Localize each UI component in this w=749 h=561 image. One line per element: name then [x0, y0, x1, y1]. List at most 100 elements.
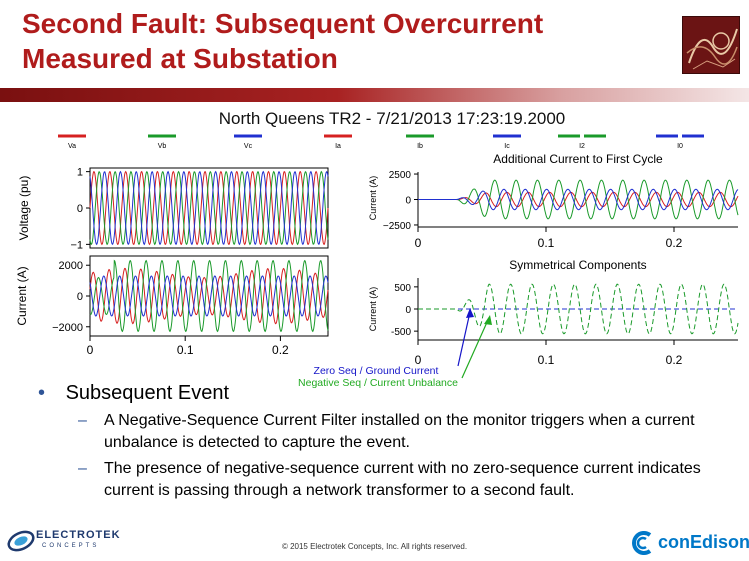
- current-panel-frame: [89, 255, 329, 337]
- bullet-text: Subsequent Event: [65, 382, 230, 404]
- header-bar: [0, 88, 749, 102]
- symmetrical-components-panel: Symmetrical Components Current (A) 500 0 -…: [368, 258, 739, 367]
- chart-legend: Va Vb Vc Ia Ib Ic I2 I0: [58, 134, 704, 150]
- legend-label: I0: [677, 143, 683, 150]
- left-xticks: 0 0.1 0.2: [87, 336, 289, 357]
- voltage-panel: Voltage (pu) 1 0 −1: [17, 167, 329, 251]
- ytick-label: −1: [70, 239, 83, 251]
- conedison-name: conEdison: [658, 532, 749, 552]
- additional-xticks: 0 0.1 0.2: [415, 227, 683, 250]
- legend-item: Ic: [493, 134, 521, 150]
- ytick-label: -500: [391, 327, 411, 338]
- ytick-label: 2000: [59, 260, 83, 272]
- symmetrical-yticks: 500 0 -500: [391, 283, 418, 338]
- ytick-label: 500: [394, 283, 411, 294]
- series-ia: [89, 267, 329, 325]
- slide-title-line-1: Second Fault: Subsequent Overcurrent: [22, 8, 544, 39]
- voltage-ylabel: Voltage (pu): [17, 176, 31, 241]
- symmetrical-ylabel: Current (A): [368, 287, 378, 332]
- electrotek-logo: ELECTROTEK CONCEPTS: [6, 526, 126, 556]
- voltage-series: [89, 170, 329, 246]
- symmetrical-series: [418, 283, 739, 335]
- legend-item: I2: [558, 134, 606, 150]
- voltage-yticks: 1 0 −1: [70, 167, 90, 251]
- conedison-logo: conEdison: [630, 530, 749, 558]
- xtick-label: 0.1: [538, 353, 555, 367]
- additional-series: [418, 179, 739, 220]
- ytick-label: 1: [77, 167, 83, 179]
- ytick-label: 0: [405, 196, 411, 207]
- symmetrical-components-title: Symmetrical Components: [509, 258, 646, 272]
- sub-bullet-dash-icon: –: [78, 412, 87, 429]
- legend-label: Va: [68, 143, 76, 150]
- ytick-label: 0: [77, 203, 83, 215]
- electrotek-name: ELECTROTEK: [36, 529, 121, 541]
- xtick-label: 0.2: [666, 236, 683, 250]
- xtick-label: 0: [87, 343, 94, 357]
- current-ylabel: Current (A): [15, 266, 29, 325]
- arrow-negative-seq-head: [484, 315, 492, 325]
- xtick-label: 0: [415, 353, 422, 367]
- series-ic: [89, 275, 329, 317]
- additional-current-title: Additional Current to First Cycle: [493, 152, 663, 166]
- electrotek-subtitle: CONCEPTS: [42, 543, 100, 549]
- current-series: [89, 259, 329, 333]
- ytick-label: −2500: [383, 221, 412, 232]
- legend-label: Ic: [504, 143, 510, 150]
- legend-label: Ib: [417, 143, 423, 150]
- current-panel: Current (A) 2000 0 −2000 0 0.1 0.2: [15, 255, 329, 357]
- xtick-label: 0: [415, 236, 422, 250]
- xtick-label: 0.1: [177, 343, 194, 357]
- bullet-dot-icon: •: [38, 382, 46, 404]
- sub-bullet-text: A Negative-Sequence Current Filter insta…: [104, 412, 695, 451]
- legend-label: Ia: [335, 143, 341, 150]
- ytick-label: 2500: [389, 170, 412, 181]
- additional-current-panel: Additional Current to First Cycle Curren…: [368, 152, 739, 250]
- xtick-label: 0.2: [666, 353, 683, 367]
- legend-label: I2: [579, 143, 585, 150]
- series-i2: [418, 283, 739, 335]
- legend-item: I0: [656, 134, 704, 150]
- slide-title: Second Fault: Subsequent Overcurrent Mea…: [22, 6, 662, 76]
- chart-title: North Queens TR2 - 7/21/2013 17:23:19.20…: [219, 109, 566, 128]
- series-vc: [89, 170, 329, 246]
- sub-bullet-text: The presence of negative-sequence curren…: [104, 460, 701, 499]
- ytick-label: 0: [77, 291, 83, 303]
- ytick-label: −2000: [52, 322, 83, 334]
- arrow-zero-seq: [457, 311, 471, 367]
- legend-item: Vc: [234, 134, 262, 150]
- annotation-negative-seq: Negative Seq / Current Unbalance: [298, 377, 458, 389]
- bullet-list: • Subsequent Event – A Negative-Sequence…: [38, 380, 738, 502]
- arrow-negative-seq: [461, 319, 489, 379]
- legend-item: Ib: [406, 134, 434, 150]
- sub-bullet-item: – A Negative-Sequence Current Filter ins…: [38, 410, 738, 454]
- series-add-ia: [418, 191, 739, 208]
- additional-ylabel: Current (A): [368, 176, 378, 221]
- arrow-zero-seq-head: [466, 308, 474, 318]
- corner-logo-icon: [683, 17, 739, 73]
- series-va: [89, 170, 329, 246]
- symmetrical-xticks: 0 0.1 0.2: [415, 340, 683, 367]
- series-vb: [89, 170, 329, 246]
- electrotek-swirl-icon: [7, 530, 35, 552]
- corner-logo-image: [682, 16, 740, 74]
- legend-label: Vb: [158, 143, 167, 150]
- additional-yticks: 2500 0 −2500: [383, 170, 418, 232]
- legend-item: Ia: [324, 134, 352, 150]
- ytick-label: 0: [405, 305, 411, 316]
- copyright-notice: © 2015 Electrotek Concepts, Inc. All rig…: [281, 542, 468, 551]
- legend-item: Va: [58, 134, 86, 150]
- legend-item: Vb: [148, 134, 176, 150]
- bullet-item: • Subsequent Event: [38, 380, 738, 406]
- slide-title-line-2: Measured at Substation: [22, 43, 338, 74]
- sub-bullet-item: – The presence of negative-sequence curr…: [38, 458, 738, 502]
- xtick-label: 0.2: [272, 343, 289, 357]
- waveform-chart: North Queens TR2 - 7/21/2013 17:23:19.20…: [15, 109, 739, 389]
- annotations: Zero Seq / Ground Current Negative Seq /…: [298, 308, 492, 389]
- series-add-ib: [418, 179, 739, 220]
- series-ib: [89, 259, 329, 333]
- current-yticks: 2000 0 −2000: [52, 260, 90, 334]
- sub-bullet-dash-icon: –: [78, 460, 87, 477]
- legend-label: Vc: [244, 143, 253, 150]
- annotation-zero-seq: Zero Seq / Ground Current: [314, 365, 439, 377]
